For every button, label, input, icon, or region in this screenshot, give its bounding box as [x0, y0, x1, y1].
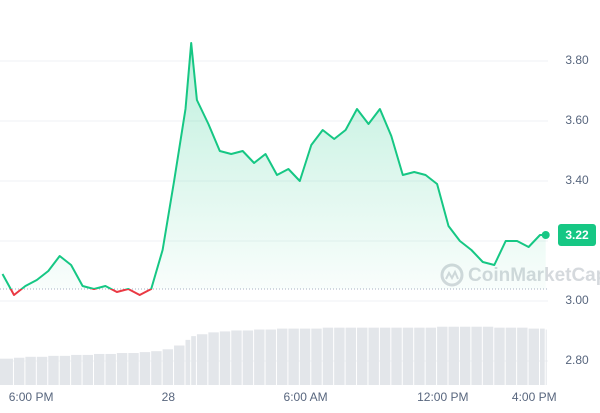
volume-bar	[539, 328, 545, 385]
last-price-box	[558, 224, 596, 246]
x-tick-label: 6:00 AM	[284, 390, 328, 404]
volume-bar	[517, 327, 528, 385]
volume-bar	[276, 328, 288, 385]
volume-bar	[59, 355, 71, 385]
volume-bar	[191, 336, 196, 385]
y-tick-label: 3.00	[565, 293, 589, 307]
volume-bar	[13, 357, 25, 385]
volume-bar	[196, 334, 208, 385]
volume-bar	[357, 327, 368, 385]
volume-bar	[414, 327, 425, 385]
volume-bar	[0, 358, 13, 385]
volume-bar	[139, 352, 151, 385]
volume-bar	[208, 332, 219, 385]
volume-bar	[425, 327, 437, 385]
volume-bar	[322, 327, 334, 385]
volume-bar	[391, 327, 402, 385]
volume-bar	[36, 356, 48, 385]
volume-bar	[437, 326, 448, 385]
volume-bar	[528, 328, 539, 385]
volume-bar	[545, 329, 547, 385]
volume-bar	[48, 355, 59, 385]
volume-bar	[265, 329, 276, 385]
volume-bar	[402, 327, 414, 385]
volume-bar	[448, 326, 459, 385]
y-tick-label: 3.60	[565, 113, 589, 127]
volume-bar	[71, 354, 82, 385]
volume-bar	[94, 353, 105, 385]
volume-bar	[345, 327, 357, 385]
x-tick-label: 12:00 PM	[417, 390, 468, 404]
x-tick-label: 6:00 PM	[9, 390, 54, 404]
last-point	[541, 231, 550, 239]
volume-bar	[482, 326, 494, 385]
volume-bar	[219, 331, 231, 385]
volume-bar	[494, 327, 505, 385]
volume-bar	[185, 339, 191, 385]
volume-bar	[116, 353, 128, 385]
x-tick-label: 4:00 PM	[512, 390, 557, 404]
volume-bar	[505, 327, 517, 385]
y-tick-label: 2.80	[565, 353, 589, 367]
y-tick-label: 3.40	[565, 173, 589, 187]
volume-bar	[151, 351, 162, 385]
volume-bar	[105, 353, 116, 385]
volume-bar	[242, 330, 254, 385]
volume-bar	[379, 327, 391, 385]
y-tick-label: 3.80	[565, 53, 589, 67]
volume-bar	[334, 327, 345, 385]
volume-bar	[311, 328, 322, 385]
volume-bar	[231, 330, 242, 385]
last-price-label: 3.22	[565, 228, 589, 242]
volume-bar	[459, 326, 471, 385]
volume-bar	[162, 349, 174, 385]
price-area	[2, 43, 546, 289]
price-line	[1, 42, 546, 296]
volume-bar	[128, 353, 139, 385]
volume-bar	[174, 345, 185, 385]
volume-bar	[299, 328, 311, 385]
volume-bar	[471, 326, 482, 385]
volume-bar	[254, 329, 265, 385]
volume-bar	[288, 328, 299, 385]
volume-bar	[25, 356, 36, 385]
volume-bar	[82, 354, 94, 385]
volume-bar	[368, 327, 379, 385]
x-tick-label: 28	[162, 390, 176, 404]
